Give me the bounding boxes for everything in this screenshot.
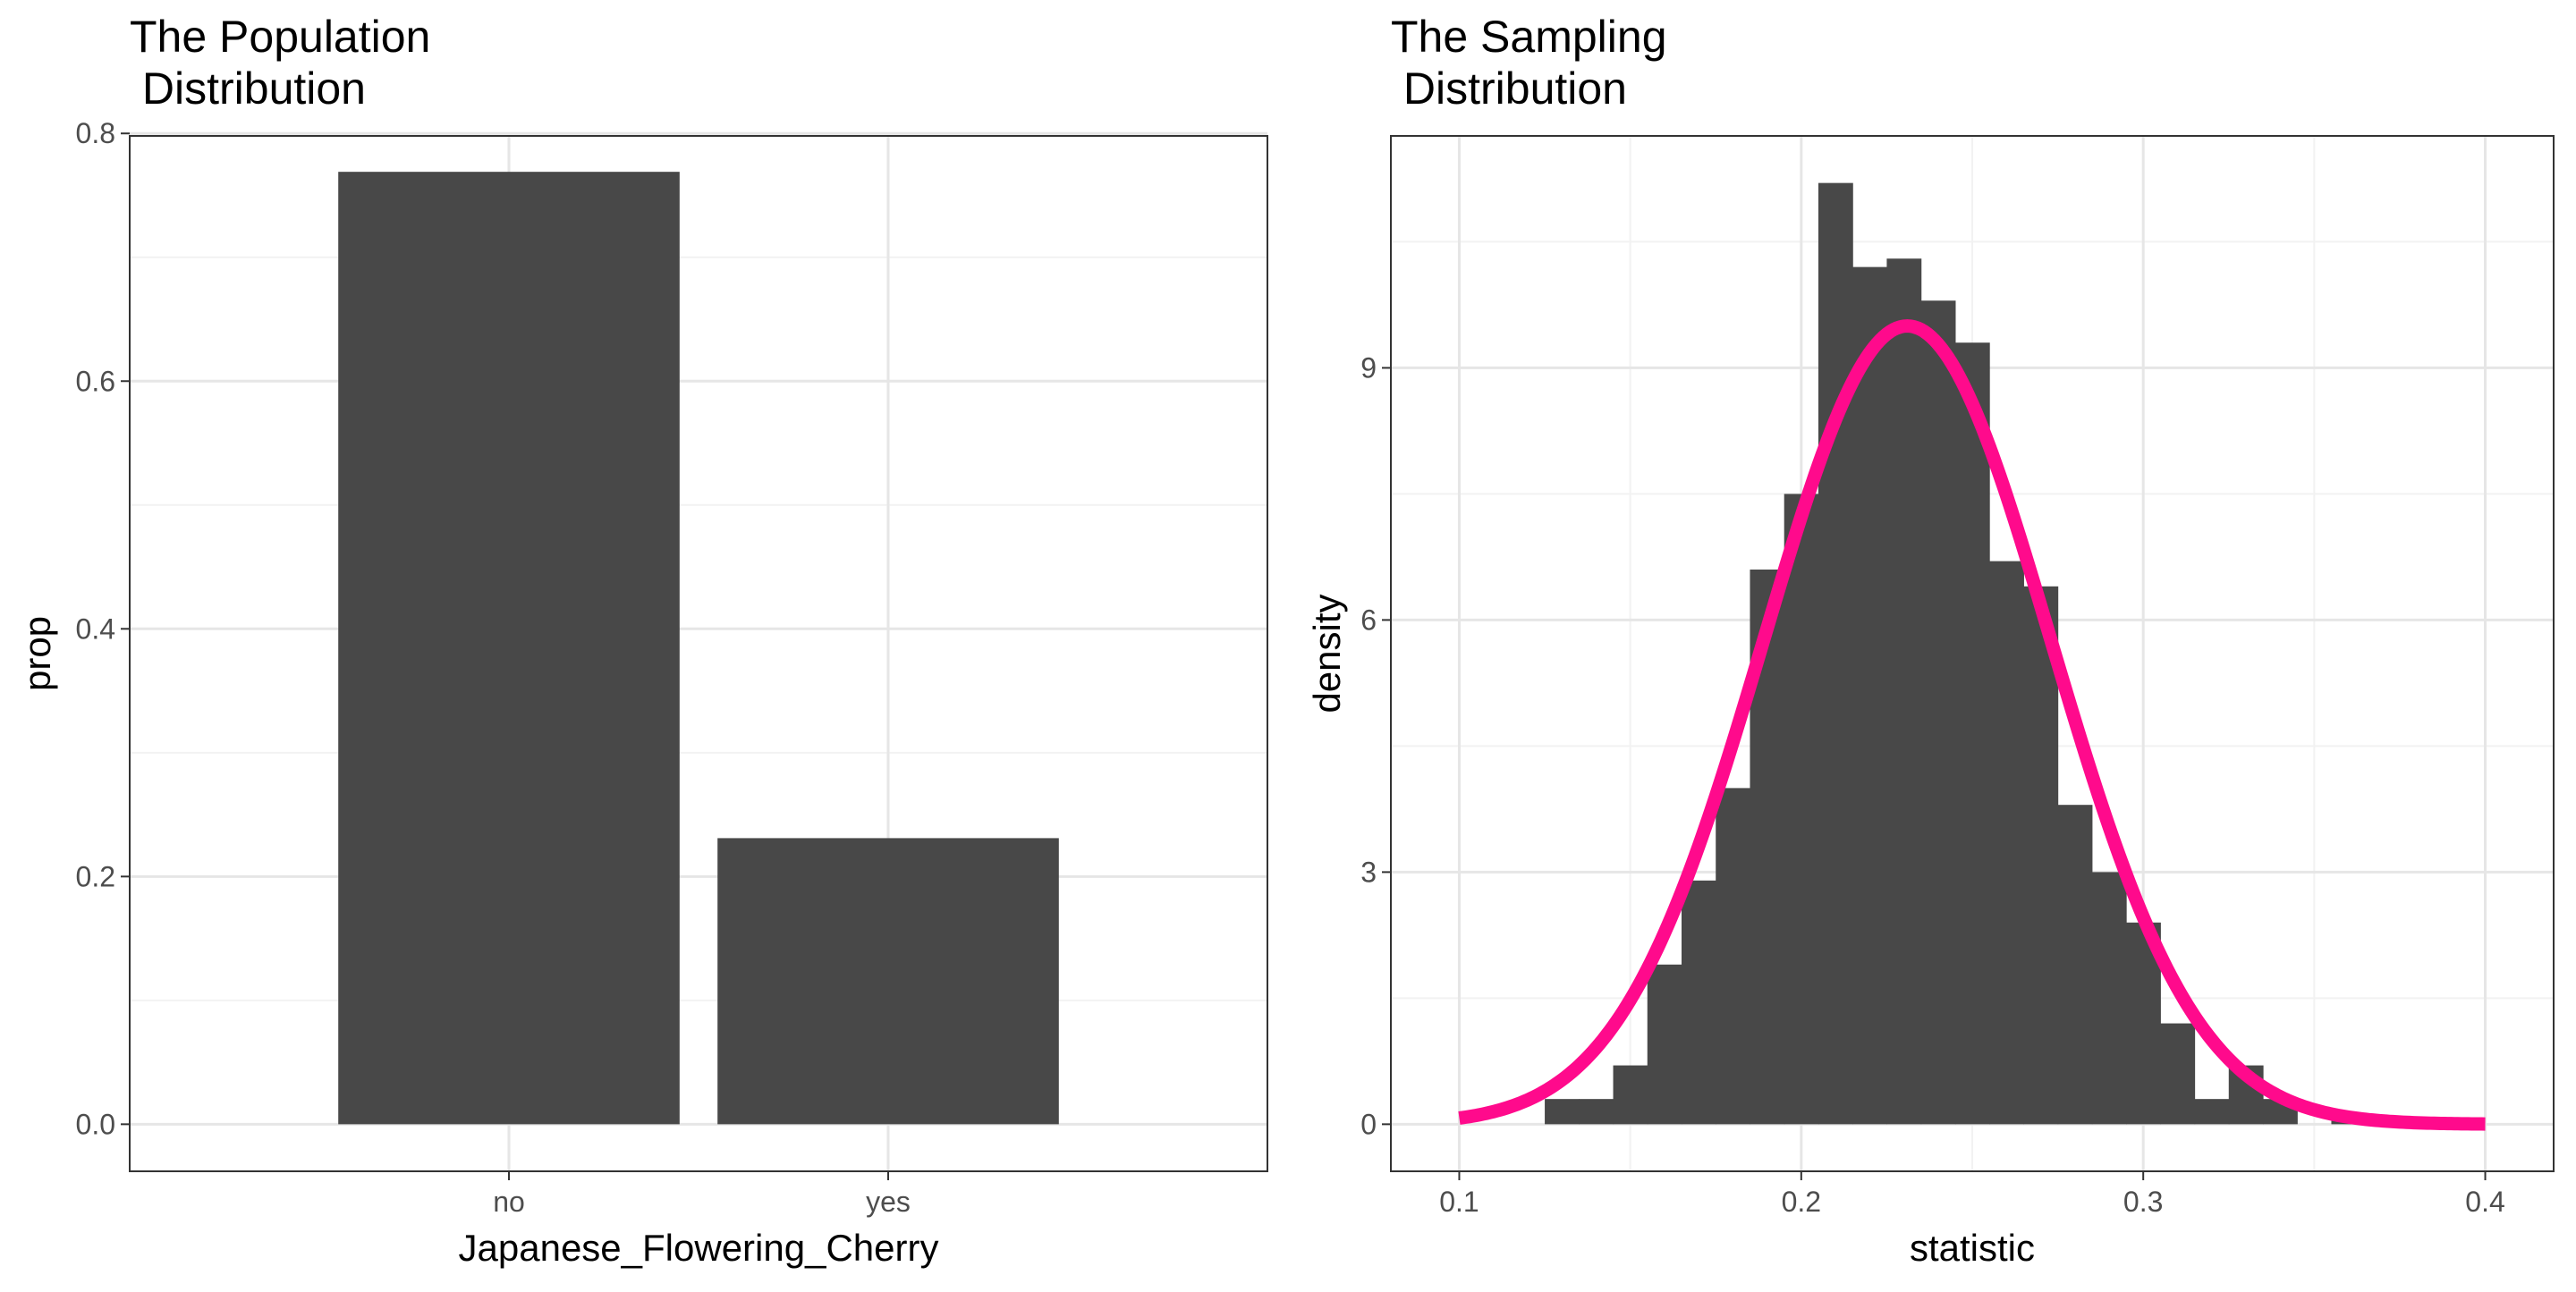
histogram-bar bbox=[1989, 561, 2024, 1125]
sampling-y-axis-title: density bbox=[1306, 594, 1348, 713]
sampling-x-tick-label: 0.1 bbox=[1439, 1186, 1479, 1218]
histogram-bar bbox=[1682, 880, 1716, 1125]
population-y-tick-label: 0.4 bbox=[76, 612, 115, 645]
histogram-bar bbox=[2194, 1099, 2230, 1125]
population-y-axis: 0.0 0.2 0.4 0.6 0.8 bbox=[76, 117, 130, 1140]
histogram-bar bbox=[1613, 1065, 1648, 1125]
histogram-bar bbox=[1716, 788, 1751, 1125]
population-x-tick-label: yes bbox=[866, 1186, 911, 1218]
histogram-bar bbox=[1818, 182, 1853, 1125]
population-panel-border bbox=[129, 135, 1268, 1172]
population-y-tick-label: 0.6 bbox=[76, 365, 115, 397]
population-y-tick-label: 0.8 bbox=[76, 117, 115, 149]
sampling-y-axis: 0 3 6 9 bbox=[1360, 351, 1391, 1140]
histogram-bar bbox=[1647, 964, 1682, 1125]
population-bars bbox=[338, 172, 1059, 1125]
histogram-bar bbox=[1920, 300, 1956, 1125]
histogram-bar bbox=[1579, 1099, 1614, 1125]
population-y-tick-label: 0.0 bbox=[76, 1108, 115, 1140]
sampling-y-tick-label: 0 bbox=[1360, 1108, 1377, 1140]
histogram-bar bbox=[1886, 258, 1922, 1125]
sampling-title-line1: The Sampling bbox=[1391, 12, 1667, 62]
sampling-y-tick-label: 6 bbox=[1360, 604, 1377, 636]
histogram-bar bbox=[2091, 872, 2127, 1125]
sampling-x-tick-label: 0.2 bbox=[1782, 1186, 1821, 1218]
sampling-y-tick-label: 9 bbox=[1360, 351, 1377, 384]
population-y-tick-label: 0.2 bbox=[76, 860, 115, 892]
sampling-x-tick-label: 0.3 bbox=[2123, 1186, 2163, 1218]
population-distribution-chart: The Population Distribution 0.0 0.2 0.4 0.6… bbox=[16, 12, 1268, 1269]
population-panel-background bbox=[130, 136, 1267, 1171]
population-title-line1: The Population bbox=[130, 12, 430, 62]
population-title-line2: Distribution bbox=[130, 63, 366, 114]
population-x-axis-title: Japanese_Flowering_Cherry bbox=[459, 1227, 939, 1269]
sampling-x-tick-label: 0.4 bbox=[2465, 1186, 2504, 1218]
sampling-title-line2: Distribution bbox=[1391, 63, 1627, 114]
population-bar-no bbox=[338, 172, 680, 1125]
population-bar-yes bbox=[717, 838, 1059, 1125]
histogram-bar bbox=[2023, 586, 2059, 1125]
sampling-distribution-chart: The Sampling Distribution 0 3 6 9 0.1 0.2 0.3… bbox=[1306, 12, 2555, 1269]
sampling-histogram-bars bbox=[1545, 182, 2367, 1125]
normal-curve-line bbox=[1455, 319, 2489, 1131]
sampling-y-tick-label: 3 bbox=[1360, 856, 1377, 888]
population-x-tick-label: no bbox=[493, 1186, 525, 1218]
sampling-x-axis: 0.1 0.2 0.3 0.4 bbox=[1439, 1171, 2505, 1218]
histogram-bar bbox=[1954, 342, 1990, 1125]
sampling-panel-border bbox=[1390, 135, 2555, 1172]
histogram-bar bbox=[1852, 266, 1888, 1125]
sampling-x-axis-title: statistic bbox=[1910, 1227, 2035, 1269]
histogram-bar bbox=[1545, 1099, 1580, 1125]
histogram-bar bbox=[2057, 805, 2093, 1125]
population-x-axis: no yes bbox=[493, 1171, 911, 1218]
histogram-bar bbox=[2160, 1023, 2196, 1125]
population-y-axis-title: prop bbox=[16, 616, 58, 691]
histogram-bar bbox=[1784, 494, 1819, 1125]
